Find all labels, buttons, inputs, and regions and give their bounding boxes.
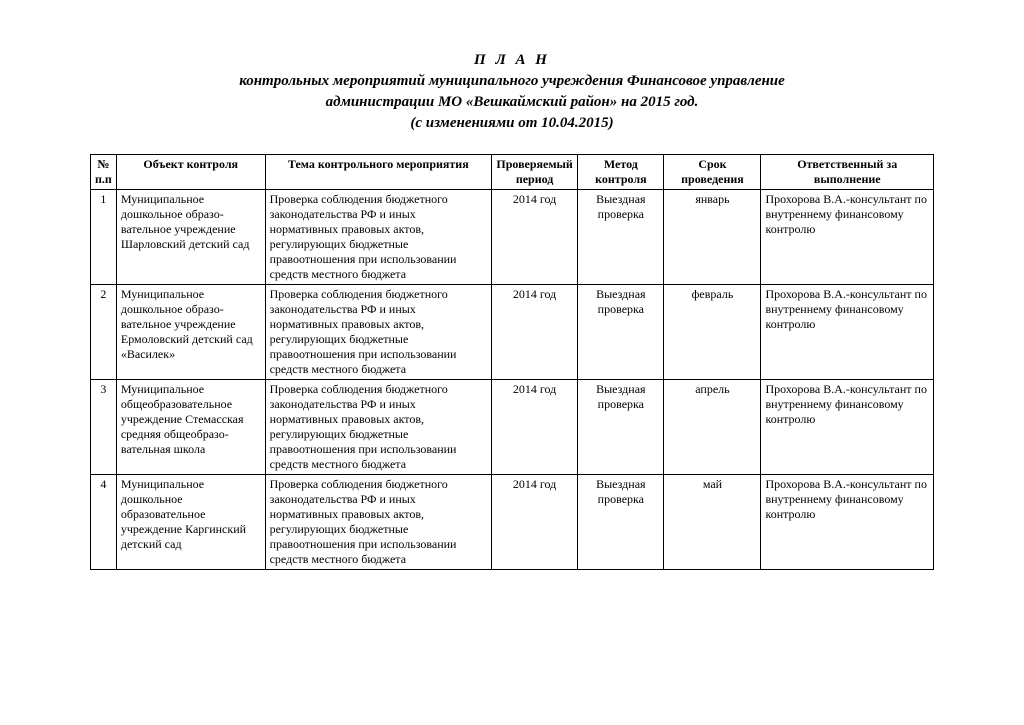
table-row: 4 Муниципальное дошкольное образовательн… — [91, 475, 934, 570]
cell-term: апрель — [664, 380, 761, 475]
cell-theme: Проверка соблюдения бюджетного законодат… — [265, 190, 491, 285]
cell-responsible: Прохорова В.А.-консультант по внутреннем… — [761, 475, 934, 570]
cell-theme: Проверка соблюдения бюджетного законодат… — [265, 285, 491, 380]
cell-responsible: Прохорова В.А.-консультант по внутреннем… — [761, 190, 934, 285]
col-header-object: Объект контроля — [116, 155, 265, 190]
col-header-theme: Тема контрольного мероприятия — [265, 155, 491, 190]
cell-term: январь — [664, 190, 761, 285]
document-title-block: П Л А Н контрольных мероприятий муниципа… — [90, 50, 934, 134]
cell-responsible: Прохорова В.А.-консультант по внутреннем… — [761, 285, 934, 380]
col-header-period: Проверяемый период — [491, 155, 577, 190]
cell-method: Выездная проверка — [578, 285, 664, 380]
col-header-num: № п.п — [91, 155, 117, 190]
control-events-table: № п.п Объект контроля Тема контрольного … — [90, 154, 934, 570]
table-body: 1 Муниципальное дошкольное образо-ватель… — [91, 190, 934, 570]
cell-term: февраль — [664, 285, 761, 380]
cell-object: Муниципальное дошкольное образовательное… — [116, 475, 265, 570]
title-line-2: контрольных мероприятий муниципального у… — [90, 71, 934, 92]
cell-method: Выездная проверка — [578, 190, 664, 285]
col-header-term: Срок проведения — [664, 155, 761, 190]
table-row: 1 Муниципальное дошкольное образо-ватель… — [91, 190, 934, 285]
cell-num: 1 — [91, 190, 117, 285]
table-row: 3 Муниципальное общеобразовательное учре… — [91, 380, 934, 475]
cell-term: май — [664, 475, 761, 570]
cell-object: Муниципальное общеобразовательное учрежд… — [116, 380, 265, 475]
cell-theme: Проверка соблюдения бюджетного законодат… — [265, 380, 491, 475]
cell-num: 3 — [91, 380, 117, 475]
cell-method: Выездная проверка — [578, 475, 664, 570]
cell-method: Выездная проверка — [578, 380, 664, 475]
title-line-1: П Л А Н — [90, 50, 934, 71]
cell-object: Муниципальное дошкольное образо-вательно… — [116, 285, 265, 380]
cell-num: 2 — [91, 285, 117, 380]
col-header-method: Метод контроля — [578, 155, 664, 190]
cell-num: 4 — [91, 475, 117, 570]
cell-object: Муниципальное дошкольное образо-вательно… — [116, 190, 265, 285]
cell-theme: Проверка соблюдения бюджетного законодат… — [265, 475, 491, 570]
title-line-3: администрации МО «Вешкаймский район» на … — [90, 92, 934, 113]
title-line-4: (с изменениями от 10.04.2015) — [90, 113, 934, 134]
cell-period: 2014 год — [491, 190, 577, 285]
col-header-responsible: Ответственный за выполнение — [761, 155, 934, 190]
cell-period: 2014 год — [491, 380, 577, 475]
cell-responsible: Прохорова В.А.-консультант по внутреннем… — [761, 380, 934, 475]
table-header-row: № п.п Объект контроля Тема контрольного … — [91, 155, 934, 190]
cell-period: 2014 год — [491, 475, 577, 570]
table-row: 2 Муниципальное дошкольное образо-ватель… — [91, 285, 934, 380]
cell-period: 2014 год — [491, 285, 577, 380]
